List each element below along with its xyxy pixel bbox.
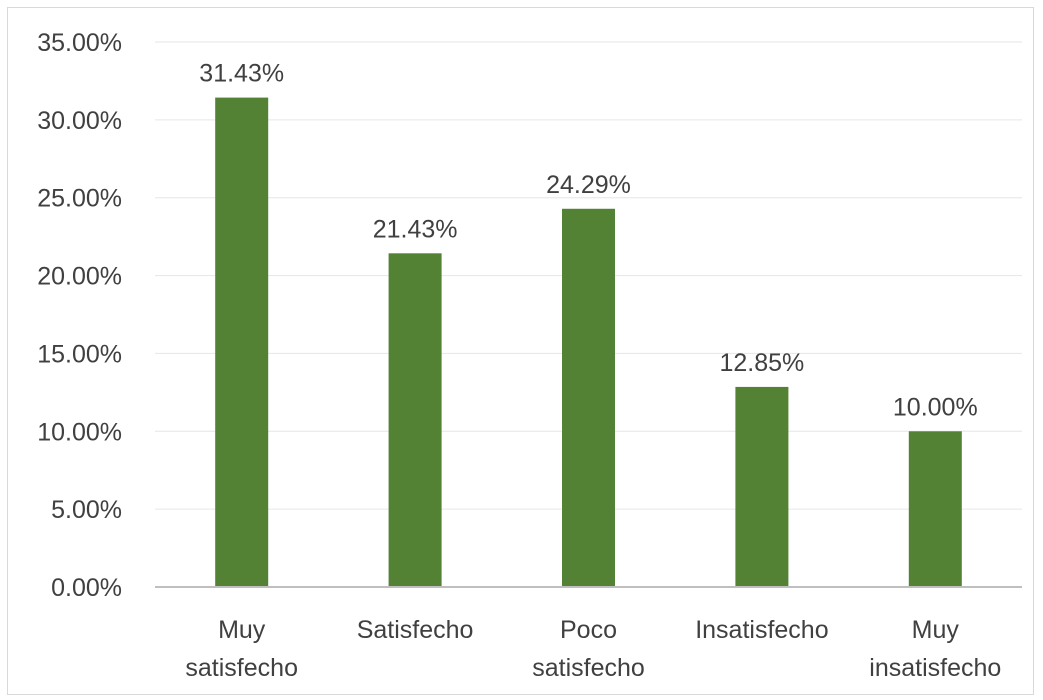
category-label: Muy [218,616,266,644]
bars [215,97,962,587]
category-label: Satisfecho [357,616,474,644]
y-tick-label: 0.00% [51,574,122,602]
category-label: Muy [912,616,960,644]
category-label: insatisfecho [869,654,1001,682]
data-labels: 31.43% 21.43% 24.29% 12.85% 10.00% [199,60,977,422]
data-label: 10.00% [893,393,978,421]
x-axis-categories: Muy satisfecho Satisfecho Poco satisfecho Ins… [185,616,1001,682]
data-label: 31.43% [199,60,284,88]
category-label: Insatisfecho [695,616,828,644]
y-tick-label: 10.00% [37,418,122,446]
y-tick-label: 5.00% [51,496,122,524]
data-label: 21.43% [373,215,458,243]
data-label: 12.85% [720,349,805,377]
y-tick-label: 15.00% [37,340,122,368]
bar [388,253,442,587]
y-axis-ticks: 0.00% 5.00% 10.00% 15.00% 20.00% 25.00% 30.00%… [37,29,122,602]
y-tick-label: 20.00% [37,263,122,291]
y-tick-label: 25.00% [37,185,122,213]
bar [908,431,962,587]
category-label: satisfecho [185,654,298,682]
category-label: Poco [560,616,617,644]
chart-frame [7,7,1034,695]
category-label: satisfecho [532,654,645,682]
bar [215,97,269,587]
y-tick-label: 35.00% [37,29,122,57]
gridlines [155,41,1022,510]
bar [562,208,615,587]
y-tick-label: 30.00% [37,107,122,135]
data-label: 24.29% [546,171,631,199]
bar [735,386,789,587]
